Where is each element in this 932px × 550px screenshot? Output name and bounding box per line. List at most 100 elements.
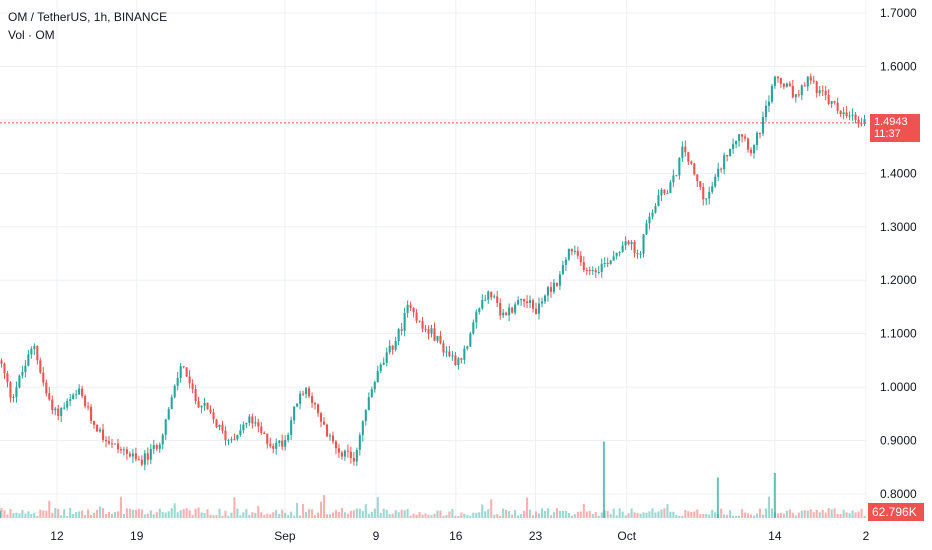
volume-bar [794,515,797,518]
volume-bar [648,511,651,518]
volume-title[interactable]: Vol · OM [8,28,55,42]
volume-bar [45,510,48,518]
candle-body [534,308,538,314]
volume-bar [424,513,427,518]
volume-bar [702,513,705,518]
candle-body [248,416,251,423]
symbol-title[interactable]: OM / TetherUS, 1h, BINANCE [8,10,168,24]
volume-bar [27,511,30,518]
candle-body [15,387,18,398]
volume-bar [779,512,782,518]
candle-body [284,439,287,447]
volume-bar [30,513,33,518]
volume-bar [379,512,382,518]
candle-body [185,367,188,377]
candle-body [439,335,442,344]
candle-body [21,371,24,376]
volume-bar [400,509,403,518]
volume-bar [529,509,532,518]
volume-bar [502,508,505,518]
volume-bar [278,513,281,518]
candle-body [134,453,137,460]
candle-body [110,443,114,445]
candle-body [316,404,320,414]
candle-body [782,83,785,87]
volume-bar [24,513,27,518]
volume-bar [776,513,779,518]
candle-body [337,448,340,453]
candle-body [648,216,651,224]
candle-body [218,425,221,428]
volume-bar [334,510,337,518]
volume-bar [290,511,293,518]
volume-bar [394,510,397,518]
volume-bar [824,512,827,518]
volume-bar [218,508,221,518]
volume-bar [833,508,836,518]
volume-bar [639,513,642,518]
candle-body [514,304,517,313]
candle-body [651,212,654,217]
volume-bar [615,515,618,518]
candle-body [325,424,329,437]
volume-value: 62.796K [872,505,917,519]
volume-bar [188,510,191,518]
price-tick-label: 1.1000 [880,327,917,341]
volume-bar [78,511,81,518]
time-axis[interactable]: 12 19 Sep 9 16 23 Oct 14 2 [50,529,869,543]
volume-bar [119,496,122,518]
candle-body [149,449,152,460]
volume-bar [609,514,612,518]
volume-bar [573,514,576,518]
volume-bar [337,512,340,518]
price-axis[interactable]: 1.70001.60001.50001.40001.30001.20001.10… [880,6,917,501]
volume-bar [72,513,75,518]
candle-body [746,138,750,150]
volume-bar [107,511,111,518]
candle-body [463,348,466,360]
volume-bar [209,514,212,518]
candle-body [116,443,120,450]
candle-body [245,422,248,425]
candle-body [851,114,854,116]
candle-body [681,146,684,158]
volume-bar [242,512,245,518]
candle-body [158,444,161,449]
candle-body [328,435,332,437]
volume-spike [716,477,719,518]
candle-body [427,329,430,334]
candle-body [36,346,39,361]
candle-body [6,373,9,383]
volume-bar [125,508,128,518]
volume-bar [827,508,830,518]
volume-bar [555,508,558,518]
candle-body [573,250,576,252]
candle-body [779,78,782,84]
candle-body [75,394,78,396]
volume-bar [39,509,42,518]
volume-bar [254,512,257,518]
volume-bar [397,512,400,518]
candle-body [543,295,547,302]
volume-bar [818,512,821,518]
volume-bar [469,515,472,518]
volume-bar [87,509,90,518]
candle-body [107,441,111,444]
volume-bar [451,508,454,518]
volume-bar [331,512,335,518]
candle-body [788,83,791,86]
candle-body [490,291,493,298]
candle-body [693,163,696,175]
volume-bar [272,512,275,518]
volume-bar [230,512,233,518]
candle-body [188,376,191,384]
candle-body [738,134,741,141]
candle-body [293,406,296,421]
candle-body [511,307,514,313]
candle-body [833,101,836,103]
candle-body [555,282,558,286]
volume-bar [131,509,134,518]
candle-body [18,375,21,388]
